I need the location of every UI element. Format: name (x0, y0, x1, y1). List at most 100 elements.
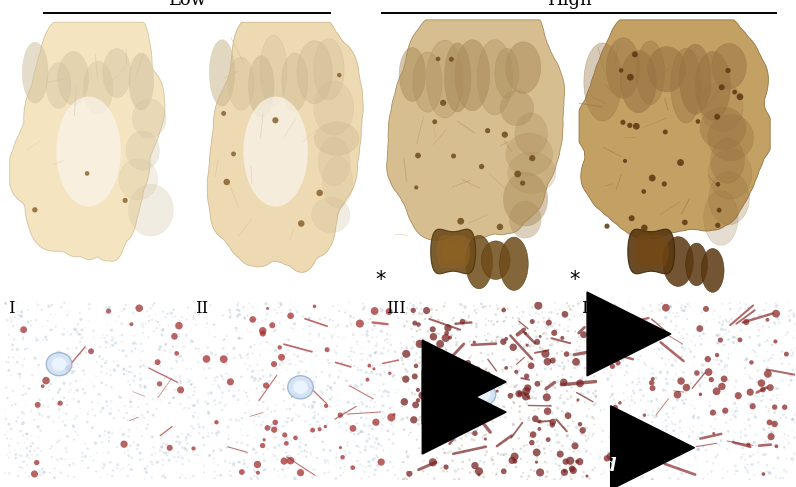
Point (422, 337, 435, 345)
Point (284, 312, 297, 319)
Point (490, 311, 502, 318)
Point (542, 323, 555, 331)
Point (618, 431, 630, 439)
Point (445, 368, 458, 375)
Point (129, 345, 142, 353)
Point (743, 475, 756, 483)
Point (750, 353, 763, 360)
Point (42, 413, 55, 421)
Point (533, 475, 546, 483)
Point (377, 380, 390, 388)
Point (451, 326, 464, 334)
Point (47, 418, 60, 426)
Point (769, 300, 782, 307)
Point (382, 427, 395, 435)
Point (523, 311, 536, 318)
Point (228, 344, 240, 352)
Point (558, 399, 571, 407)
Point (209, 418, 222, 426)
Point (107, 357, 120, 365)
Polygon shape (700, 107, 746, 150)
Point (572, 351, 585, 358)
Point (97, 444, 110, 451)
Point (507, 391, 520, 398)
Point (314, 189, 326, 197)
Point (187, 315, 200, 322)
Point (461, 403, 474, 411)
Point (456, 426, 469, 434)
Point (609, 400, 622, 408)
Point (9, 446, 21, 454)
Polygon shape (500, 90, 533, 126)
Point (397, 458, 410, 466)
Point (752, 408, 765, 416)
Point (421, 344, 434, 352)
Point (716, 407, 729, 414)
Point (669, 313, 681, 320)
Point (224, 312, 237, 319)
Point (73, 309, 86, 317)
Point (720, 318, 732, 325)
Polygon shape (466, 235, 493, 289)
Point (129, 304, 142, 312)
Point (361, 327, 373, 335)
Point (574, 420, 587, 428)
Point (528, 449, 540, 457)
Point (300, 368, 313, 375)
Point (286, 415, 298, 423)
Point (541, 336, 554, 343)
Point (103, 343, 116, 351)
Point (369, 307, 381, 315)
Point (778, 430, 790, 438)
Point (150, 405, 163, 413)
Point (414, 354, 427, 361)
Point (547, 382, 560, 390)
Point (343, 317, 356, 325)
Point (137, 322, 150, 330)
Point (374, 361, 387, 369)
Point (111, 362, 124, 370)
Point (4, 449, 17, 456)
Point (588, 372, 601, 380)
Point (256, 317, 269, 325)
Point (564, 305, 576, 313)
Point (135, 340, 147, 348)
Point (267, 450, 279, 458)
Point (410, 350, 423, 357)
Point (368, 365, 380, 373)
Point (728, 470, 741, 478)
Point (384, 341, 397, 349)
Point (683, 432, 696, 440)
Point (589, 392, 602, 400)
Point (76, 326, 88, 334)
Point (412, 324, 425, 332)
Point (80, 345, 93, 353)
Point (695, 335, 708, 343)
Point (163, 399, 176, 407)
Point (24, 442, 37, 450)
Point (101, 470, 114, 478)
Point (580, 447, 593, 455)
Polygon shape (119, 159, 158, 200)
Point (416, 392, 429, 399)
Point (700, 318, 713, 325)
Point (626, 393, 638, 400)
Point (185, 337, 198, 345)
Point (18, 382, 30, 390)
Point (656, 451, 669, 459)
Point (207, 447, 220, 455)
Point (205, 389, 217, 397)
Point (158, 439, 170, 447)
Point (625, 396, 638, 404)
Point (549, 384, 562, 392)
Point (68, 325, 81, 333)
Point (491, 387, 504, 395)
Point (277, 381, 290, 389)
Point (744, 409, 757, 417)
Point (414, 326, 427, 334)
Point (110, 317, 123, 325)
Point (111, 357, 123, 365)
Point (163, 444, 176, 452)
Point (277, 422, 290, 430)
Point (267, 305, 280, 313)
